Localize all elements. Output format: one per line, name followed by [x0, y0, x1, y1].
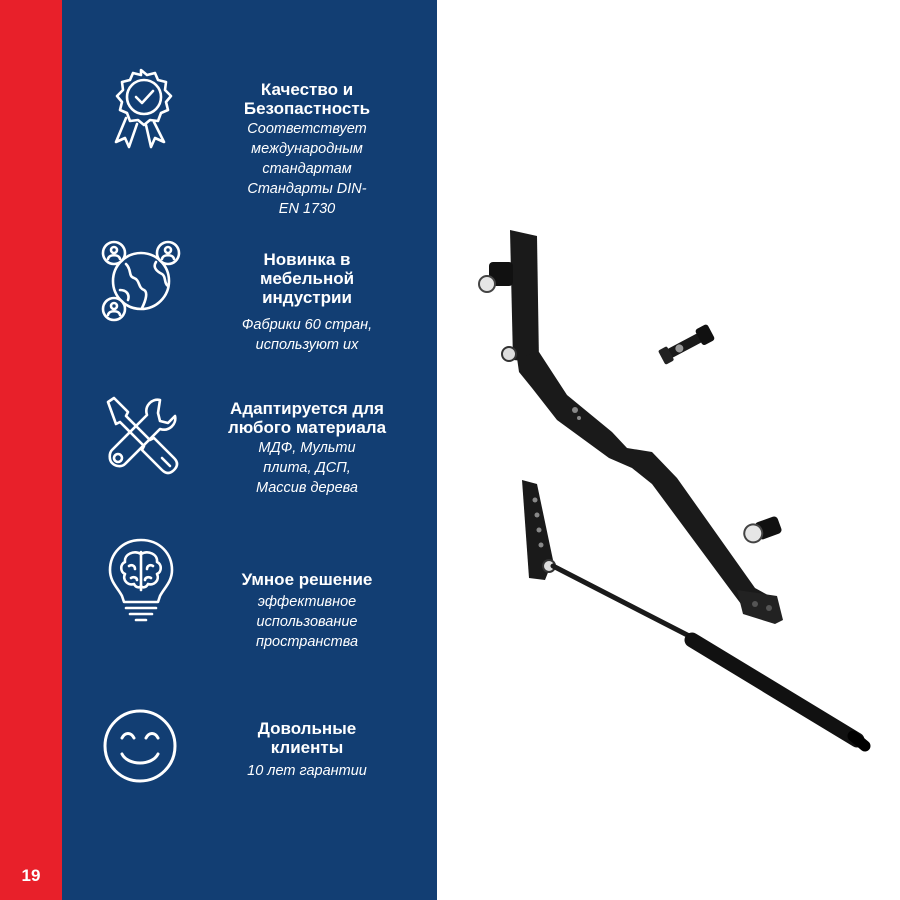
feature-description: 10 лет гарантии [247, 763, 367, 779]
wrench-screwdriver-icon [98, 392, 184, 478]
page-number: 19 [21, 866, 41, 885]
feature-description: Фабрики 60 стран, используют их [241, 317, 373, 353]
lift-mechanism-product-image [437, 0, 900, 900]
feature-smart: Умное решение эффективное использование … [62, 536, 437, 686]
feature-title: Адаптируется для любого материала [227, 399, 387, 437]
feature-description: Соответствует международным стандартам С… [247, 121, 367, 217]
features-panel: Качество и Безопастность Соответствует м… [62, 0, 437, 900]
feature-adaptable: Адаптируется для любого материала МДФ, М… [62, 388, 437, 538]
feature-title: Довольные клиенты [257, 719, 357, 757]
feature-novelty: Новинка в мебельной индустрии Фабрики 60… [62, 238, 437, 388]
feature-quality: Качество и Безопастность Соответствует м… [62, 62, 437, 217]
feature-title: Новинка в мебельной индустрии [259, 250, 355, 307]
smiley-face-icon [98, 704, 184, 790]
lightbulb-brain-icon [98, 536, 184, 622]
feature-description: эффективное использование пространства [255, 594, 359, 650]
feature-description: МДФ, Мульти плита, ДСП, Массив дерева [256, 440, 358, 496]
globe-people-icon [98, 238, 184, 324]
feature-title: Умное решение [241, 570, 373, 589]
feature-title: Качество и Безопастность [243, 80, 371, 118]
red-side-strip [0, 0, 62, 900]
feature-satisfied: Довольные клиенты 10 лет гарантии [62, 700, 437, 850]
quality-rosette-check-icon [98, 66, 184, 152]
